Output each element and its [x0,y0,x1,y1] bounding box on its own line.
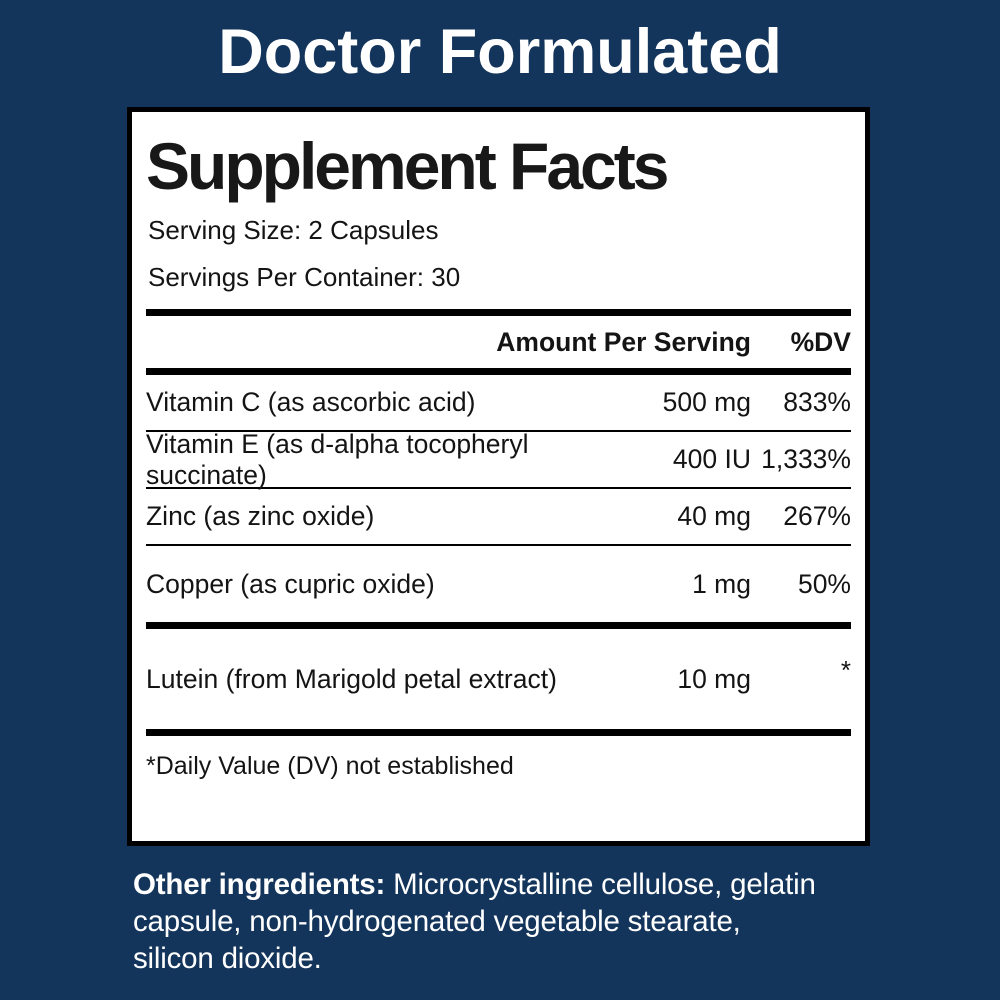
table-row-vitamin-c: Vitamin C (as ascorbic acid) 500 mg 833% [146,375,851,433]
ingredient-dv: * [751,655,851,695]
ingredient-amount: 1 mg [692,568,751,599]
daily-value-footnote: *Daily Value (DV) not established [146,752,514,781]
supplement-facts-panel: Supplement Facts Serving Size: 2 Capsule… [127,107,870,846]
other-ingredients-label: Other ingredients: [133,868,386,901]
other-ingredients: Other ingredients: Microcrystalline cell… [133,866,893,977]
ingredient-dv: 833% [783,387,851,418]
other-ingredients-line1: Microcrystalline cellulose, gelatin [385,868,816,901]
asterisk-marker: * [840,654,851,685]
ingredient-name: Vitamin C (as ascorbic acid) [146,387,476,418]
column-header-amount: Amount Per Serving [496,326,751,357]
ingredient-amount: 400 IU [672,444,751,475]
ingredient-dv: 50% [797,568,851,599]
other-ingredients-line3: silicon dioxide. [133,942,322,975]
rule-thick [146,622,851,630]
table-row-copper: Copper (as cupric oxide) 1 mg 50% [146,546,851,622]
table-row-zinc: Zinc (as zinc oxide) 40 mg 267% [146,489,851,547]
page-title: Doctor Formulated [218,17,782,87]
ingredient-name: Lutein (from Marigold petal extract) [146,663,557,694]
rule-thick [146,309,851,317]
ingredient-dv: 267% [783,501,851,532]
table-row-lutein: Lutein (from Marigold petal extract) 10 … [146,629,851,729]
servings-per-container: Servings Per Container: 30 [148,262,461,293]
other-ingredients-line2: capsule, non-hydrogenated vegetable stea… [133,905,741,938]
ingredient-amount: 500 mg [662,387,751,418]
column-header-dv: %DV [790,326,851,357]
serving-size: Serving Size: 2 Capsules [148,215,439,246]
table-header-row: Amount Per Serving %DV [146,316,851,368]
ingredient-amount: 10 mg [677,663,751,694]
ingredient-amount: 40 mg [677,501,751,532]
ingredient-name: Zinc (as zinc oxide) [146,501,375,532]
rule-thick [146,729,851,737]
ingredient-name: Copper (as cupric oxide) [146,568,435,599]
ingredient-dv: 1,333% [761,444,851,475]
supplement-facts-title: Supplement Facts [146,129,669,203]
table-row-vitamin-e: Vitamin E (as d-alpha tocopheryl succina… [146,428,851,490]
ingredient-name: Vitamin E (as d-alpha tocopheryl succina… [146,428,529,490]
rule-thick [146,368,851,376]
